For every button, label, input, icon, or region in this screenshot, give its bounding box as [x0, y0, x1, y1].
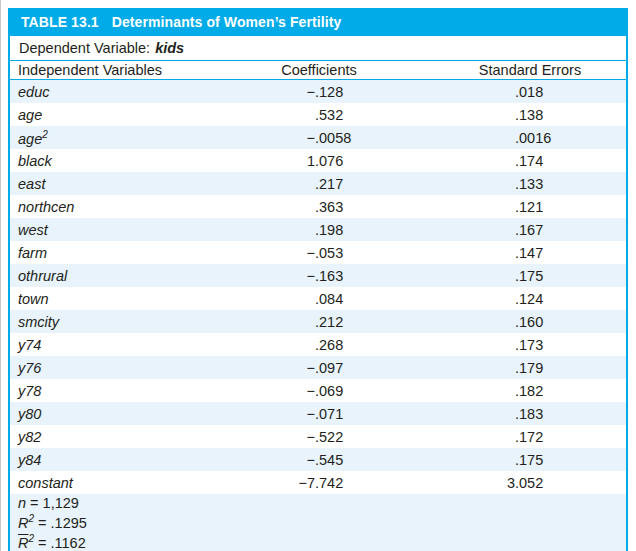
variable-name: age: [10, 107, 232, 123]
table-row: y84 −.545 .175: [10, 448, 626, 471]
standard-error-value: .147: [392, 245, 626, 261]
column-header-coefficients: Coefficients: [281, 62, 357, 78]
standard-error-value: .160: [392, 314, 626, 330]
table-row: town .084 .124: [10, 287, 626, 310]
coefficient-value: .084: [232, 291, 392, 307]
coefficient-value: −.163: [232, 268, 392, 284]
stat-n-symbol: n: [18, 495, 26, 511]
standard-error-value: .121: [392, 199, 626, 215]
coefficient-value: .268: [232, 337, 392, 353]
table-row: smcity .212 .160: [10, 310, 626, 333]
table-row: northcen .363 .121: [10, 195, 626, 218]
variable-name: y78: [10, 383, 232, 399]
table-title-bar: TABLE 13.1 Determinants of Women’s Ferti…: [10, 8, 626, 36]
dependent-variable-label: Dependent Variable:: [19, 40, 150, 56]
variable-name: farm: [10, 245, 232, 261]
coefficient-value: 1.076: [232, 153, 392, 169]
variable-name: y80: [10, 406, 232, 422]
table-row: y76 −.097 .179: [10, 356, 626, 379]
variable-name: constant: [10, 475, 232, 491]
standard-error-value: .0016: [392, 130, 626, 146]
variable-name: othrural: [10, 268, 232, 284]
standard-error-value: .173: [392, 337, 626, 353]
coefficient-value: .532: [232, 107, 392, 123]
table-row: east .217 .133: [10, 172, 626, 195]
stat-n: n= 1,129: [18, 496, 626, 511]
variable-name: age2: [10, 129, 232, 147]
regression-table: TABLE 13.1 Determinants of Women’s Ferti…: [8, 8, 628, 551]
column-header-standard-errors: Standard Errors: [479, 62, 581, 78]
table-row: educ −.128 .018: [10, 80, 626, 103]
variable-name: educ: [10, 84, 232, 100]
variable-name: y74: [10, 337, 232, 353]
standard-error-value: .179: [392, 360, 626, 376]
table-row: farm −.053 .147: [10, 241, 626, 264]
coefficient-value: −.069: [232, 383, 392, 399]
table-row: constant −7.742 3.052: [10, 471, 626, 494]
dependent-variable-row: Dependent Variable: kids: [10, 36, 626, 61]
page-edge-line: [0, 0, 1, 551]
stat-n-value: = 1,129: [30, 495, 79, 511]
coefficient-value: .198: [232, 222, 392, 238]
table-number: TABLE 13.1: [21, 14, 99, 30]
variable-name: smcity: [10, 314, 232, 330]
stat-r-squared-symbol: R: [18, 515, 28, 531]
variable-name: y84: [10, 452, 232, 468]
table-row: age .532 .138: [10, 103, 626, 126]
variable-name: west: [10, 222, 232, 238]
coefficient-value: −.0058: [232, 130, 392, 146]
standard-error-value: .175: [392, 268, 626, 284]
stat-adj-r-squared-symbol: R: [18, 535, 28, 551]
variable-name: town: [10, 291, 232, 307]
stat-r-squared-exponent: 2: [28, 513, 34, 524]
standard-error-value: .167: [392, 222, 626, 238]
variable-name: black: [10, 153, 232, 169]
table-row: y78 −.069 .182: [10, 379, 626, 402]
coefficient-value: −.522: [232, 429, 392, 445]
standard-error-value: .138: [392, 107, 626, 123]
table-row: y82 −.522 .172: [10, 425, 626, 448]
dependent-variable-name: kids: [155, 40, 184, 56]
stat-adj-r-squared-value: = .1162: [38, 535, 86, 551]
variable-name: east: [10, 176, 232, 192]
standard-error-value: .172: [392, 429, 626, 445]
table-row: othrural −.163 .175: [10, 264, 626, 287]
coefficient-value: −.071: [232, 406, 392, 422]
coefficient-value: −7.742: [232, 475, 392, 491]
summary-stats: n= 1,129 R2 = .1295 R2 = .1162: [10, 494, 626, 551]
stat-adj-r-squared: R2 = .1162: [18, 531, 626, 551]
coefficient-value: −.097: [232, 360, 392, 376]
stat-r-squared-value: = .1295: [38, 515, 87, 531]
stat-adj-r-squared-exponent: 2: [28, 533, 34, 544]
standard-error-value: .133: [392, 176, 626, 192]
table-title: Determinants of Women’s Fertility: [112, 14, 342, 30]
standard-error-value: .175: [392, 452, 626, 468]
stat-r-squared: R2 = .1295: [18, 511, 626, 531]
coefficient-value: −.053: [232, 245, 392, 261]
standard-error-value: .183: [392, 406, 626, 422]
table-row: y74 .268 .173: [10, 333, 626, 356]
table-row: y80 −.071 .183: [10, 402, 626, 425]
variable-name: northcen: [10, 199, 232, 215]
coefficient-value: .363: [232, 199, 392, 215]
standard-error-value: .182: [392, 383, 626, 399]
page: TABLE 13.1 Determinants of Women’s Ferti…: [0, 0, 636, 551]
coefficient-value: −.545: [232, 452, 392, 468]
column-header-variables: Independent Variables: [18, 62, 162, 78]
variable-name: y82: [10, 429, 232, 445]
standard-error-value: 3.052: [392, 475, 626, 491]
table-row: black 1.076 .174: [10, 149, 626, 172]
table-body: educ −.128 .018 age .532 .138 age2 −.005…: [10, 80, 626, 494]
standard-error-value: .018: [392, 84, 626, 100]
standard-error-value: .124: [392, 291, 626, 307]
coefficient-value: .217: [232, 176, 392, 192]
table-row: west .198 .167: [10, 218, 626, 241]
variable-name: y76: [10, 360, 232, 376]
column-header-row: Independent Variables Coefficients Stand…: [10, 61, 626, 80]
table-row: age2 −.0058 .0016: [10, 126, 626, 149]
coefficient-value: .212: [232, 314, 392, 330]
standard-error-value: .174: [392, 153, 626, 169]
coefficient-value: −.128: [232, 84, 392, 100]
